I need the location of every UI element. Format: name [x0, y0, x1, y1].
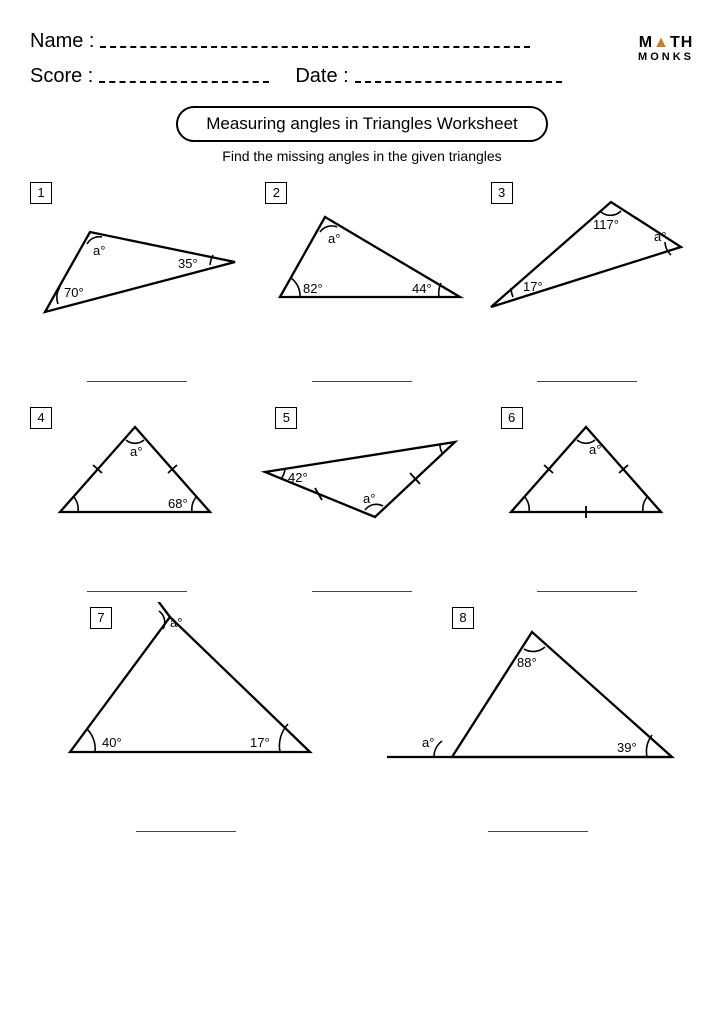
p8-39: 39°	[617, 740, 637, 755]
logo-triangle: ▲	[653, 34, 670, 51]
p4-68: 68°	[168, 496, 188, 511]
problem-8: 8 88° a° 39°	[382, 602, 694, 832]
triangle-5: 42° a°	[255, 417, 465, 537]
score-date-row: Score : Date :	[30, 65, 570, 88]
triangle-6: a°	[491, 412, 691, 532]
name-row: Name :	[30, 30, 694, 53]
problem-5: 5 42° a°	[255, 392, 468, 592]
problem-7: 7 a° 40° 17°	[30, 602, 342, 832]
logo-m: M	[639, 34, 653, 51]
p3-117: 117°	[593, 217, 619, 232]
p8-a: a°	[422, 735, 434, 750]
answer-line-3[interactable]	[537, 381, 637, 382]
problem-3: 3 117° a° 17°	[481, 182, 694, 382]
answer-line-5[interactable]	[312, 591, 412, 592]
p7-a: a°	[170, 615, 182, 630]
answer-line-7[interactable]	[136, 831, 236, 832]
name-label: Name :	[30, 30, 94, 53]
answer-line-4[interactable]	[87, 591, 187, 592]
p7-17: 17°	[250, 735, 270, 750]
worksheet-page: M▲TH MONKS Name : Score : Date : Measuri…	[0, 0, 724, 852]
p5-a: a°	[363, 491, 375, 506]
p4-a: a°	[130, 444, 142, 459]
answer-line-6[interactable]	[537, 591, 637, 592]
problem-6: 6 a°	[481, 392, 694, 592]
p3-17: 17°	[523, 279, 543, 294]
triangle-8: 88° a° 39°	[382, 607, 692, 777]
bottom-row: 7 a° 40° 17° 8	[30, 602, 694, 832]
problem-1: 1 a° 35° 70°	[30, 182, 243, 382]
p7-40: 40°	[102, 735, 122, 750]
triangle-1: a° 35° 70°	[30, 192, 240, 322]
date-line[interactable]	[355, 81, 562, 83]
subtitle: Find the missing angles in the given tri…	[30, 148, 694, 164]
p5-42: 42°	[288, 470, 308, 485]
p8-88: 88°	[517, 655, 537, 670]
score-line[interactable]	[99, 81, 269, 83]
answer-line-2[interactable]	[312, 381, 412, 382]
name-line[interactable]	[100, 46, 530, 48]
title-wrap: Measuring angles in Triangles Worksheet	[30, 106, 694, 142]
p3-a: a°	[654, 229, 666, 244]
p1-35: 35°	[178, 256, 198, 271]
p1-70: 70°	[64, 285, 84, 300]
p2-44: 44°	[412, 281, 432, 296]
answer-line-1[interactable]	[87, 381, 187, 382]
date-label: Date :	[295, 65, 348, 88]
p2-82: 82°	[303, 281, 323, 296]
triangle-3: 117° a° 17°	[481, 187, 691, 317]
p1-a: a°	[93, 243, 105, 258]
answer-line-8[interactable]	[488, 831, 588, 832]
triangle-2: a° 82° 44°	[255, 197, 465, 317]
problem-4: 4 a° 68°	[30, 392, 243, 592]
logo: M▲TH MONKS	[638, 35, 694, 63]
p2-a: a°	[328, 231, 340, 246]
problems-grid: 1 a° 35° 70° 2 a° 82° 44°	[30, 182, 694, 592]
triangle-4: a° 68°	[40, 412, 240, 532]
logo-th: TH	[670, 34, 693, 51]
p6-a: a°	[589, 442, 601, 457]
score-label: Score :	[30, 65, 93, 88]
logo-monks: MONKS	[638, 52, 694, 64]
worksheet-title: Measuring angles in Triangles Worksheet	[176, 106, 548, 142]
triangle-7: a° 40° 17°	[40, 602, 340, 772]
problem-2: 2 a° 82° 44°	[255, 182, 468, 382]
